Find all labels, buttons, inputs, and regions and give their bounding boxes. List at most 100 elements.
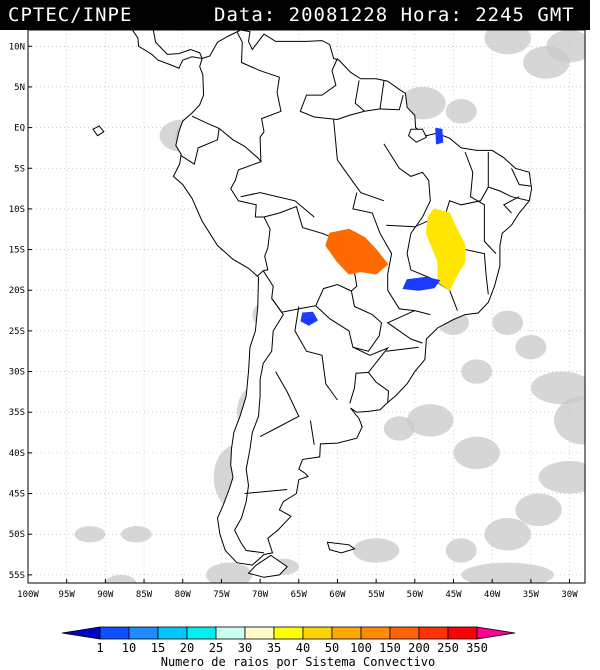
- cloud-patch: [445, 538, 477, 563]
- latitude-labels: 10N 5N EQ 5S 10S 15S 20S 25S 30S 35S 40S 45S 50S 55S: [9, 42, 32, 581]
- lat-label: 40S: [9, 449, 25, 459]
- lon-label: 30W: [561, 590, 578, 600]
- colorbar-right-arrow: [476, 626, 516, 640]
- country-border: [457, 247, 489, 295]
- colorbar-segment: [186, 626, 217, 640]
- convective-systems: [300, 127, 466, 326]
- country-border: [333, 119, 338, 161]
- cloud-patch: [538, 461, 585, 494]
- country-border: [352, 192, 431, 316]
- country-border: [354, 80, 365, 112]
- lat-label: 5N: [14, 83, 25, 93]
- lat-label: 20S: [9, 286, 25, 296]
- colorbar-tick-label: 250: [437, 641, 459, 655]
- country-border: [180, 115, 220, 166]
- lon-label: 50W: [407, 590, 424, 600]
- cloud-patch: [74, 526, 106, 543]
- lat-label: 55S: [9, 571, 25, 581]
- lat-label: 5S: [14, 164, 25, 174]
- colorbar-segment: [418, 626, 449, 640]
- colorbar-left-arrow: [61, 626, 101, 640]
- colorbar-tick-label: 150: [379, 641, 401, 655]
- lon-label: 85W: [136, 590, 153, 600]
- convective-system-yellow-east-brazil: [425, 208, 466, 291]
- cloud-patch: [546, 30, 585, 63]
- cloud-patch: [205, 562, 253, 583]
- header-datetime: Data: 20081228 Hora: 2245 GMT: [214, 4, 575, 26]
- cloud-patch: [461, 562, 555, 583]
- cloud-patch: [352, 538, 400, 563]
- country-border: [244, 489, 288, 494]
- country-border: [315, 290, 383, 352]
- cloud-patch: [554, 395, 585, 445]
- country-border: [236, 31, 282, 162]
- cloud-patch: [484, 517, 531, 551]
- country-border: [464, 151, 497, 254]
- island-outline: [247, 554, 288, 578]
- country-border: [368, 372, 390, 403]
- lon-label: 45W: [445, 590, 462, 600]
- colorbar-tick-label: 1: [96, 641, 103, 655]
- colorbar-segment: [128, 626, 159, 640]
- lon-label: 70W: [252, 590, 269, 600]
- cloud-patch: [515, 334, 547, 360]
- colorbar-segment: [447, 626, 478, 640]
- colorbar-segment: [99, 626, 130, 640]
- colorbar-segment: [157, 626, 188, 640]
- cloud-patch: [120, 526, 152, 543]
- convective-system-orange-central-brazil: [325, 228, 389, 275]
- country-border: [379, 81, 385, 109]
- colorbar-tick-label: 100: [350, 641, 372, 655]
- map-panel: 10N5NEQ5S10S15S20S25S30S35S40S45S50S55S …: [9, 29, 586, 600]
- country-border: [218, 128, 271, 277]
- country-border: [309, 420, 315, 445]
- land-outlines: [92, 30, 533, 578]
- colorbar-label: Numero de raios por Sistema Convectivo: [161, 655, 436, 669]
- lon-label: 60W: [329, 590, 346, 600]
- country-border: [336, 159, 385, 202]
- country-border: [259, 371, 300, 438]
- cloud-patch: [453, 436, 500, 470]
- colorbar-segment: [273, 626, 304, 640]
- cloud-patch: [461, 359, 493, 384]
- lon-label: 75W: [213, 590, 230, 600]
- lat-label: 35S: [9, 408, 25, 418]
- colorbar-boxes: [61, 626, 516, 640]
- header-bar: CPTEC/INPE Data: 20081228 Hora: 2245 GMT: [0, 0, 590, 30]
- country-border: [234, 298, 284, 554]
- country-border: [386, 346, 419, 352]
- lat-label: EQ: [14, 124, 25, 134]
- cloud-patch: [383, 416, 415, 441]
- colorbar-segment: [244, 626, 275, 640]
- lon-label: 40W: [484, 590, 501, 600]
- convective-system-blue-paraguay: [300, 311, 318, 326]
- colorbar-tick-label: 20: [180, 641, 194, 655]
- cloud-patch: [492, 310, 524, 335]
- lon-label: 35W: [523, 590, 540, 600]
- lat-label: 10S: [9, 205, 25, 215]
- colorbar-tick-label: 15: [151, 641, 165, 655]
- colorbar-tick-label: 50: [325, 641, 339, 655]
- lon-label: 100W: [17, 590, 39, 600]
- lon-label: 65W: [291, 590, 308, 600]
- map-border: [27, 29, 586, 584]
- cloud-patch: [484, 30, 531, 55]
- cloud-patch: [530, 371, 585, 405]
- colorbar-tick-label: 40: [296, 641, 310, 655]
- lat-label: 45S: [9, 490, 25, 500]
- country-border: [262, 270, 352, 313]
- colorbar-segment: [389, 626, 420, 640]
- country-border: [240, 192, 315, 218]
- colorbar-segment: [360, 626, 391, 640]
- cloud-patch: [105, 574, 137, 583]
- colorbar-tick-labels: 1 10 15 20 25 30 35 40 50 100 150 200 250 350: [96, 641, 487, 655]
- colorbar-tick-label: 30: [238, 641, 252, 655]
- colorbar-tick-label: 25: [209, 641, 223, 655]
- colorbar-tick-label: 10: [122, 641, 136, 655]
- cloud-patch: [515, 493, 562, 527]
- colorbar-segment: [302, 626, 333, 640]
- island-outline: [408, 128, 428, 143]
- lat-label: 15S: [9, 246, 25, 256]
- lon-label: 90W: [97, 590, 114, 600]
- header-source: CPTEC/INPE: [8, 4, 133, 26]
